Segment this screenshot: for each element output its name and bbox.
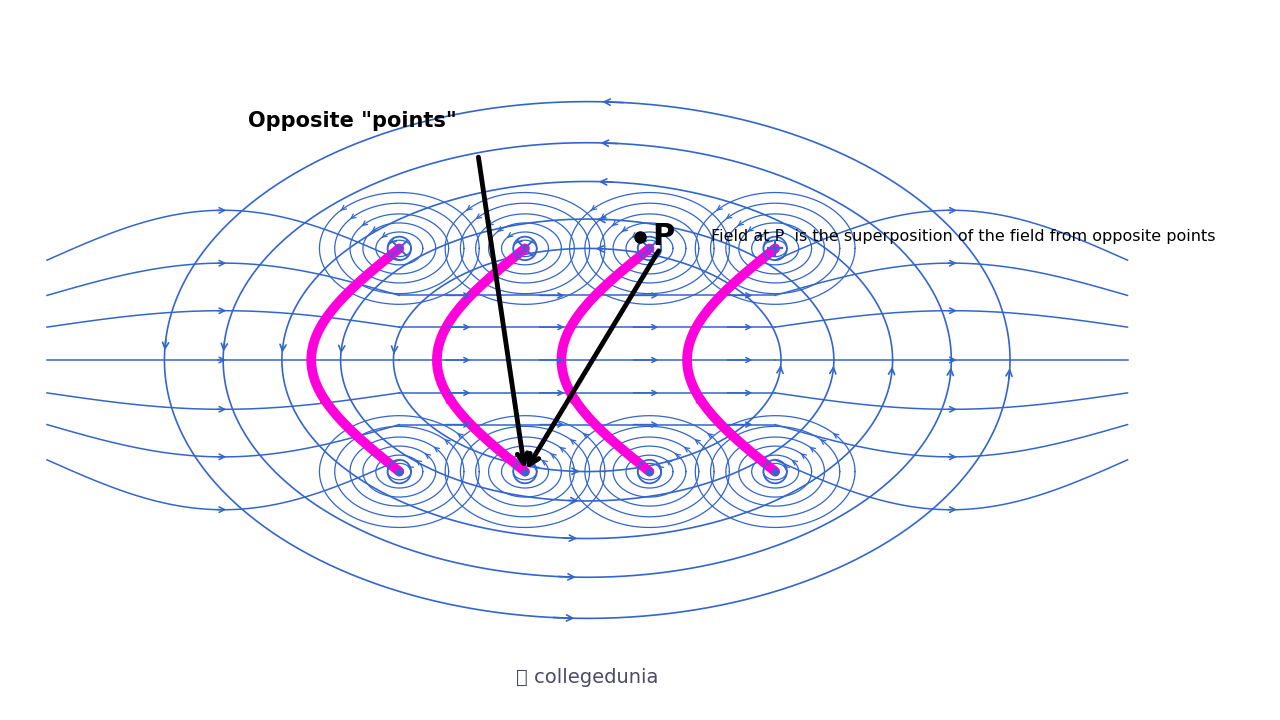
Text: Field at P  is the superposition of the field from opposite points: Field at P is the superposition of the f… [710,229,1215,244]
Text: 🎓 collegedunia: 🎓 collegedunia [516,667,658,687]
Text: Opposite "points": Opposite "points" [248,111,457,131]
Text: P: P [652,222,675,251]
